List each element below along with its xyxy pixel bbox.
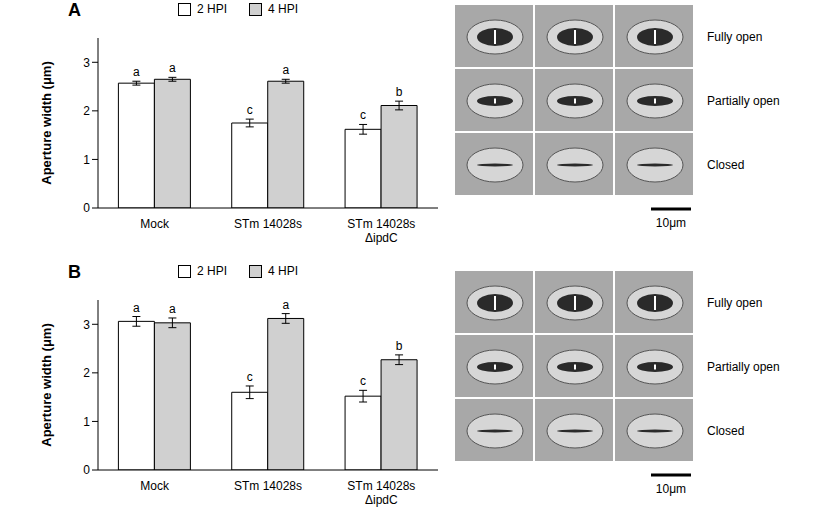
- html-text:4 HPI: 4 HPI: [268, 2, 298, 16]
- svg-text:0: 0: [83, 463, 90, 477]
- svg-text:Aperture width (μm): Aperture width (μm): [39, 61, 54, 185]
- svg-text:1: 1: [83, 415, 90, 429]
- svg-text:b: b: [396, 339, 403, 353]
- svg-text:Fully open: Fully open: [707, 30, 762, 44]
- svg-text:2: 2: [83, 366, 90, 380]
- svg-text:3: 3: [83, 56, 90, 70]
- svg-text:STm 14028sΔipdC: STm 14028sΔipdC: [347, 217, 415, 245]
- svg-text:Fully open: Fully open: [707, 296, 762, 310]
- svg-text:Aperture width (μm): Aperture width (μm): [39, 323, 54, 447]
- html-text:A: A: [68, 0, 81, 20]
- svg-text:STm 14028sΔipdC: STm 14028sΔipdC: [347, 479, 415, 507]
- svg-text:c: c: [360, 108, 366, 122]
- svg-text:STm 14028s: STm 14028s: [234, 479, 302, 493]
- svg-text:a: a: [282, 63, 289, 77]
- svg-text:a: a: [133, 65, 140, 79]
- svg-text:3: 3: [83, 318, 90, 332]
- svg-text:Closed: Closed: [707, 424, 744, 438]
- svg-text:b: b: [396, 85, 403, 99]
- svg-text:Mock: Mock: [140, 217, 170, 231]
- svg-text:c: c: [247, 103, 253, 117]
- svg-text:a: a: [169, 302, 176, 316]
- html-text:2 HPI: 2 HPI: [197, 2, 227, 16]
- svg-text:Closed: Closed: [707, 158, 744, 172]
- svg-text:Partially open: Partially open: [707, 94, 780, 108]
- svg-text:a: a: [282, 298, 289, 312]
- html-text:B: B: [68, 262, 81, 282]
- svg-text:0: 0: [83, 201, 90, 215]
- svg-text:10μm: 10μm: [656, 216, 686, 230]
- svg-text:a: a: [133, 301, 140, 315]
- svg-text:1: 1: [83, 153, 90, 167]
- svg-text:a: a: [169, 61, 176, 75]
- svg-text:STm 14028s: STm 14028s: [234, 217, 302, 231]
- html-text:4 HPI: 4 HPI: [268, 264, 298, 278]
- svg-text:Partially open: Partially open: [707, 360, 780, 374]
- svg-text:c: c: [247, 370, 253, 384]
- html-text:2 HPI: 2 HPI: [197, 264, 227, 278]
- svg-text:c: c: [360, 374, 366, 388]
- svg-text:Mock: Mock: [140, 479, 170, 493]
- svg-text:10μm: 10μm: [656, 482, 686, 496]
- svg-text:2: 2: [83, 104, 90, 118]
